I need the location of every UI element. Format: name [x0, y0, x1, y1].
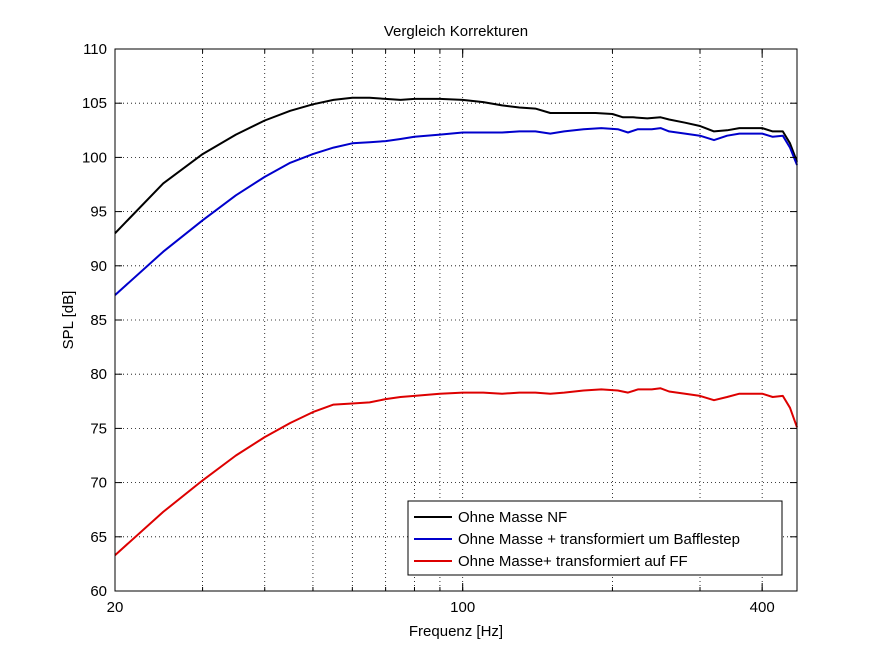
- y-tick-label: 85: [90, 312, 107, 329]
- y-tick-label: 75: [90, 420, 107, 437]
- x-axis-label: Frequenz [Hz]: [409, 623, 503, 640]
- x-tick-label: 100: [450, 599, 475, 616]
- y-tick-label: 70: [90, 475, 107, 492]
- y-tick-label: 105: [82, 95, 107, 112]
- series-line-2: [114, 127, 798, 296]
- x-tick-label: 20: [107, 599, 124, 616]
- chart-title: Vergleich Korrekturen: [384, 23, 528, 40]
- y-tick-label: 80: [90, 366, 107, 383]
- legend-label: Ohne Masse NF: [458, 509, 567, 526]
- legend-label: Ohne Masse + transformiert um Bafflestep: [458, 531, 740, 548]
- y-axis-label: SPL [dB]: [60, 291, 77, 350]
- y-tick-label: 110: [83, 41, 107, 58]
- y-tick-label: 100: [82, 149, 107, 166]
- y-tick-label: 65: [90, 529, 107, 546]
- y-tick-label: 95: [90, 204, 107, 221]
- series-line-1: [114, 96, 798, 234]
- series-line-3: [114, 387, 798, 556]
- axis-ticks: 60 65 70 75 80 85 90 95 100 105 110 20 100 400: [82, 41, 797, 616]
- legend-label: Ohne Masse+ transformiert auf FF: [458, 553, 688, 570]
- y-tick-label: 90: [90, 258, 107, 275]
- x-tick-label: 400: [750, 599, 775, 616]
- y-tick-label: 60: [90, 583, 107, 600]
- legend-box: [407, 500, 783, 576]
- series-layer: [114, 96, 798, 556]
- legend: Ohne Masse NF Ohne Masse + transformiert …: [407, 500, 783, 576]
